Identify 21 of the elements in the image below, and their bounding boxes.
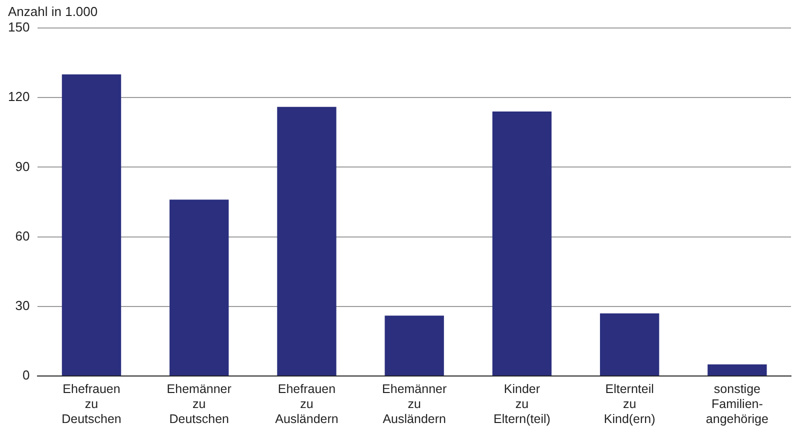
x-tick-label: Kinder zu Eltern(teil) [493, 382, 550, 426]
x-tick-label: Ehemänner zu Deutschen [166, 382, 232, 426]
bar [170, 200, 229, 376]
y-tick-label: 60 [15, 228, 30, 244]
y-tick-label: 150 [8, 20, 30, 35]
x-tick-label: Ehefrauen zu Deutschen [62, 382, 122, 426]
y-tick-label: 90 [15, 158, 30, 174]
bar [600, 313, 660, 376]
x-tick-label: Elternteil zu Kind(ern) [604, 382, 656, 426]
y-axis-title: Anzahl in 1.000 [8, 4, 98, 20]
bar [492, 112, 552, 376]
y-tick-label: 120 [8, 89, 30, 104]
x-tick-label: Ehemänner zu Ausländern [382, 382, 447, 426]
y-tick-label: 30 [15, 298, 30, 313]
bar [384, 316, 444, 376]
y-tick-label: 0 [22, 368, 30, 383]
bar [708, 364, 767, 376]
bar [277, 106, 336, 376]
x-tick-label: sonstige Familien- angehörige [706, 382, 769, 426]
bar [62, 74, 122, 376]
x-tick-label: Ehefrauen zu Ausländern [275, 382, 338, 426]
